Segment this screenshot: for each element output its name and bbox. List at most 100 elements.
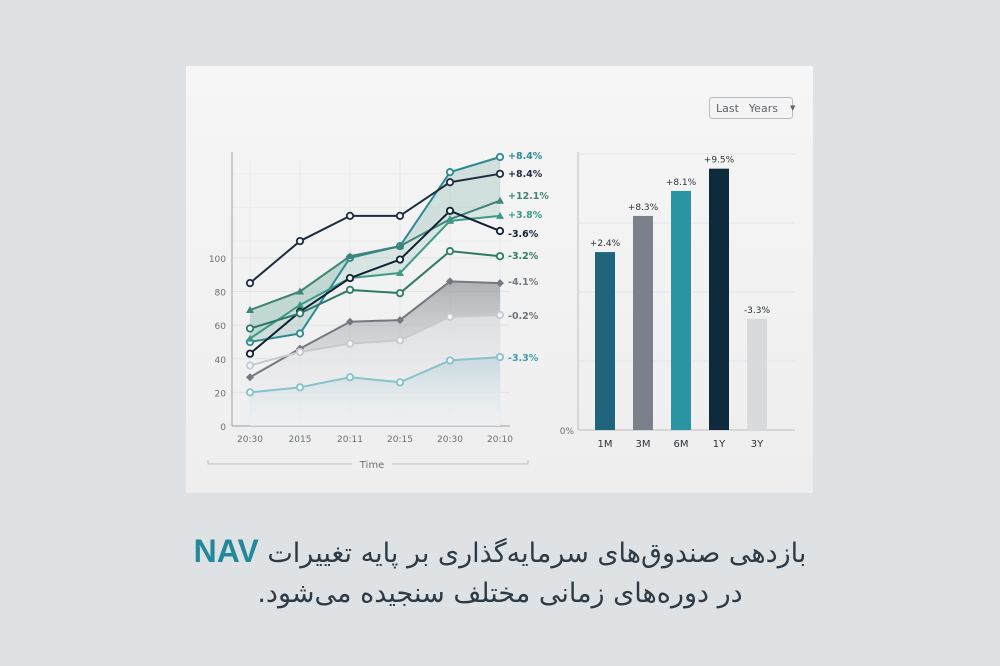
data-point-marker — [496, 211, 504, 219]
data-point-marker — [296, 300, 304, 308]
data-point-marker — [445, 206, 455, 215]
series-end-label: -0.2% — [508, 311, 539, 322]
series-end-label: -3.3% — [508, 353, 539, 364]
series-line — [249, 209, 501, 355]
y-tick-label: 40 — [215, 356, 227, 366]
data-point-marker — [246, 373, 254, 382]
x-axis-label: Time — [359, 460, 384, 471]
bar-3m — [633, 215, 653, 430]
data-point-marker — [296, 287, 304, 295]
data-point-marker — [396, 269, 404, 277]
data-point-marker — [445, 312, 455, 321]
data-point-marker — [245, 388, 255, 397]
bar-category-label: 1Y — [713, 439, 726, 450]
x-tick-label: 20:11 — [337, 435, 363, 445]
data-point-marker — [345, 211, 355, 220]
caption-nav-highlight: NAV — [193, 533, 259, 569]
data-point-marker — [495, 226, 505, 236]
bar-category-label: 6M — [674, 439, 689, 450]
data-point-marker — [396, 242, 404, 250]
x-tick-label: 20:15 — [387, 435, 413, 445]
data-point-marker — [495, 310, 505, 320]
data-point-marker — [246, 305, 254, 313]
data-point-marker — [245, 361, 255, 370]
area-fill-blue — [250, 357, 500, 426]
caption-line-2: در دوره‌های زمانی مختلف سنجیده می‌شود. — [257, 578, 743, 609]
data-point-marker — [495, 252, 505, 261]
data-point-marker — [495, 352, 505, 362]
data-point-marker — [295, 347, 305, 357]
data-point-marker — [446, 277, 454, 286]
period-dropdown[interactable]: Last Years ▼ — [709, 97, 796, 119]
series-end-label: +12.1% — [508, 191, 549, 202]
bar-category-label: 3M — [636, 439, 651, 450]
bar-value-label: -3.3% — [744, 306, 771, 316]
bar-1y — [709, 168, 729, 430]
series-end-label: +8.4% — [508, 169, 543, 180]
x-tick-label: 20:10 — [487, 435, 513, 445]
y-tick-label: 20 — [215, 389, 227, 399]
y-tick-label: 0 — [220, 423, 226, 433]
data-point-marker — [345, 285, 355, 294]
bar-3y — [747, 318, 767, 430]
series-line — [249, 314, 501, 367]
bar-y-tick-label: 0% — [560, 427, 575, 437]
series-end-label: +8.4% — [508, 151, 543, 162]
series-line — [249, 214, 501, 340]
data-point-marker — [345, 339, 355, 348]
caret-down-icon: ▼ — [789, 104, 796, 112]
series-line — [249, 356, 501, 394]
bar-value-label: +2.4% — [590, 239, 621, 249]
bar-value-label: +8.1% — [666, 178, 697, 188]
data-point-marker — [496, 279, 504, 288]
series-end-label: -3.6% — [508, 229, 539, 240]
series-line — [249, 172, 501, 284]
series-end-label: -4.1% — [508, 277, 539, 288]
series-end-label: -3.2% — [508, 251, 539, 262]
data-point-marker — [445, 178, 455, 187]
data-point-marker — [345, 373, 355, 382]
data-point-marker — [395, 378, 405, 387]
dropdown-text-years: Years — [748, 101, 778, 115]
x-tick-label: 20:30 — [437, 435, 463, 445]
data-point-marker — [245, 278, 255, 288]
data-point-marker — [495, 169, 505, 178]
data-point-marker — [295, 236, 305, 246]
bar-6m — [671, 190, 691, 430]
x-tick-label: 20:30 — [237, 435, 263, 445]
data-point-marker — [346, 252, 354, 260]
bar-category-label: 3Y — [751, 439, 764, 450]
bar-value-label: +9.5% — [704, 156, 735, 166]
y-tick-label: 80 — [215, 289, 227, 299]
data-point-marker — [445, 247, 455, 256]
data-point-marker — [495, 152, 505, 162]
data-point-marker — [345, 273, 355, 283]
bar-category-label: 1M — [598, 439, 613, 450]
y-tick-label: 100 — [209, 255, 226, 265]
data-point-marker — [395, 211, 405, 220]
data-point-marker — [245, 349, 255, 358]
data-point-marker — [346, 317, 354, 326]
data-point-marker — [496, 196, 504, 204]
bar-value-label: +8.3% — [628, 203, 659, 213]
data-point-marker — [245, 324, 255, 333]
caption-line-1-text: بازدهی صندوق‌های سرمایه‌گذاری بر پایه تغ… — [267, 538, 807, 569]
x-tick-label: 2015 — [289, 435, 312, 445]
data-point-marker — [445, 356, 455, 365]
series-end-label: +3.8% — [508, 210, 543, 221]
data-point-marker — [446, 216, 454, 224]
bar-1m — [595, 252, 615, 430]
data-point-marker — [395, 289, 405, 298]
band-fill-teal — [250, 157, 500, 342]
x-label-bg — [352, 456, 392, 470]
series-line — [249, 250, 501, 330]
data-point-marker — [396, 316, 404, 325]
data-point-marker — [295, 309, 305, 318]
caption-line-1: بازدهی صندوق‌های سرمایه‌گذاری بر پایه تغ… — [0, 533, 1000, 570]
data-point-marker — [295, 383, 305, 392]
data-point-marker — [395, 255, 405, 264]
series-line — [249, 199, 501, 311]
data-point-marker — [445, 168, 455, 177]
data-point-marker — [295, 329, 305, 338]
